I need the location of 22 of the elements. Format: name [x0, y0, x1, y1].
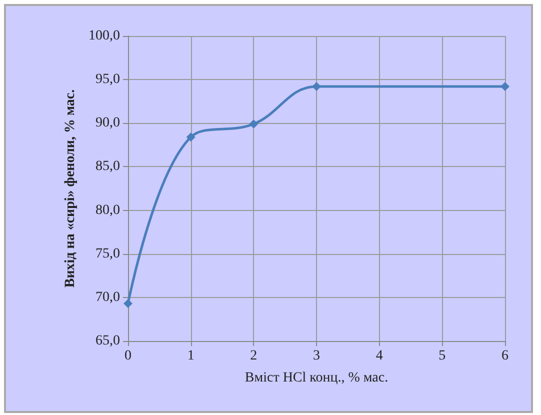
- x-tick-label: 5: [438, 348, 446, 364]
- x-tick-label: 4: [376, 348, 383, 364]
- y-tick-label: 65,0: [96, 334, 120, 348]
- y-tick-label: 100,0: [88, 28, 120, 44]
- y-tick-label: 95,0: [96, 72, 120, 88]
- x-tick-label: 6: [502, 348, 508, 364]
- y-tick-label: 90,0: [96, 116, 120, 131]
- point: [312, 82, 321, 92]
- y-tick-label: 70,0: [96, 290, 120, 305]
- point: [249, 120, 258, 129]
- y-axis-title: Вихід на «сирі» феноли, % мас.: [63, 89, 78, 288]
- point: [186, 132, 196, 142]
- point: [500, 82, 510, 92]
- y-tick-label: 85,0: [96, 159, 120, 174]
- y-tick-label: 75,0: [96, 246, 120, 262]
- x-tick-label: 0: [124, 348, 132, 364]
- x-tick-label: 2: [250, 348, 258, 364]
- x-tick-label: 3: [313, 348, 320, 364]
- point: [124, 299, 132, 308]
- x-tick-label: 1: [187, 348, 194, 364]
- y-tick-label: 80,0: [96, 202, 120, 218]
- x-axis-title: Вміст HCl конц., % мас.: [244, 370, 388, 386]
